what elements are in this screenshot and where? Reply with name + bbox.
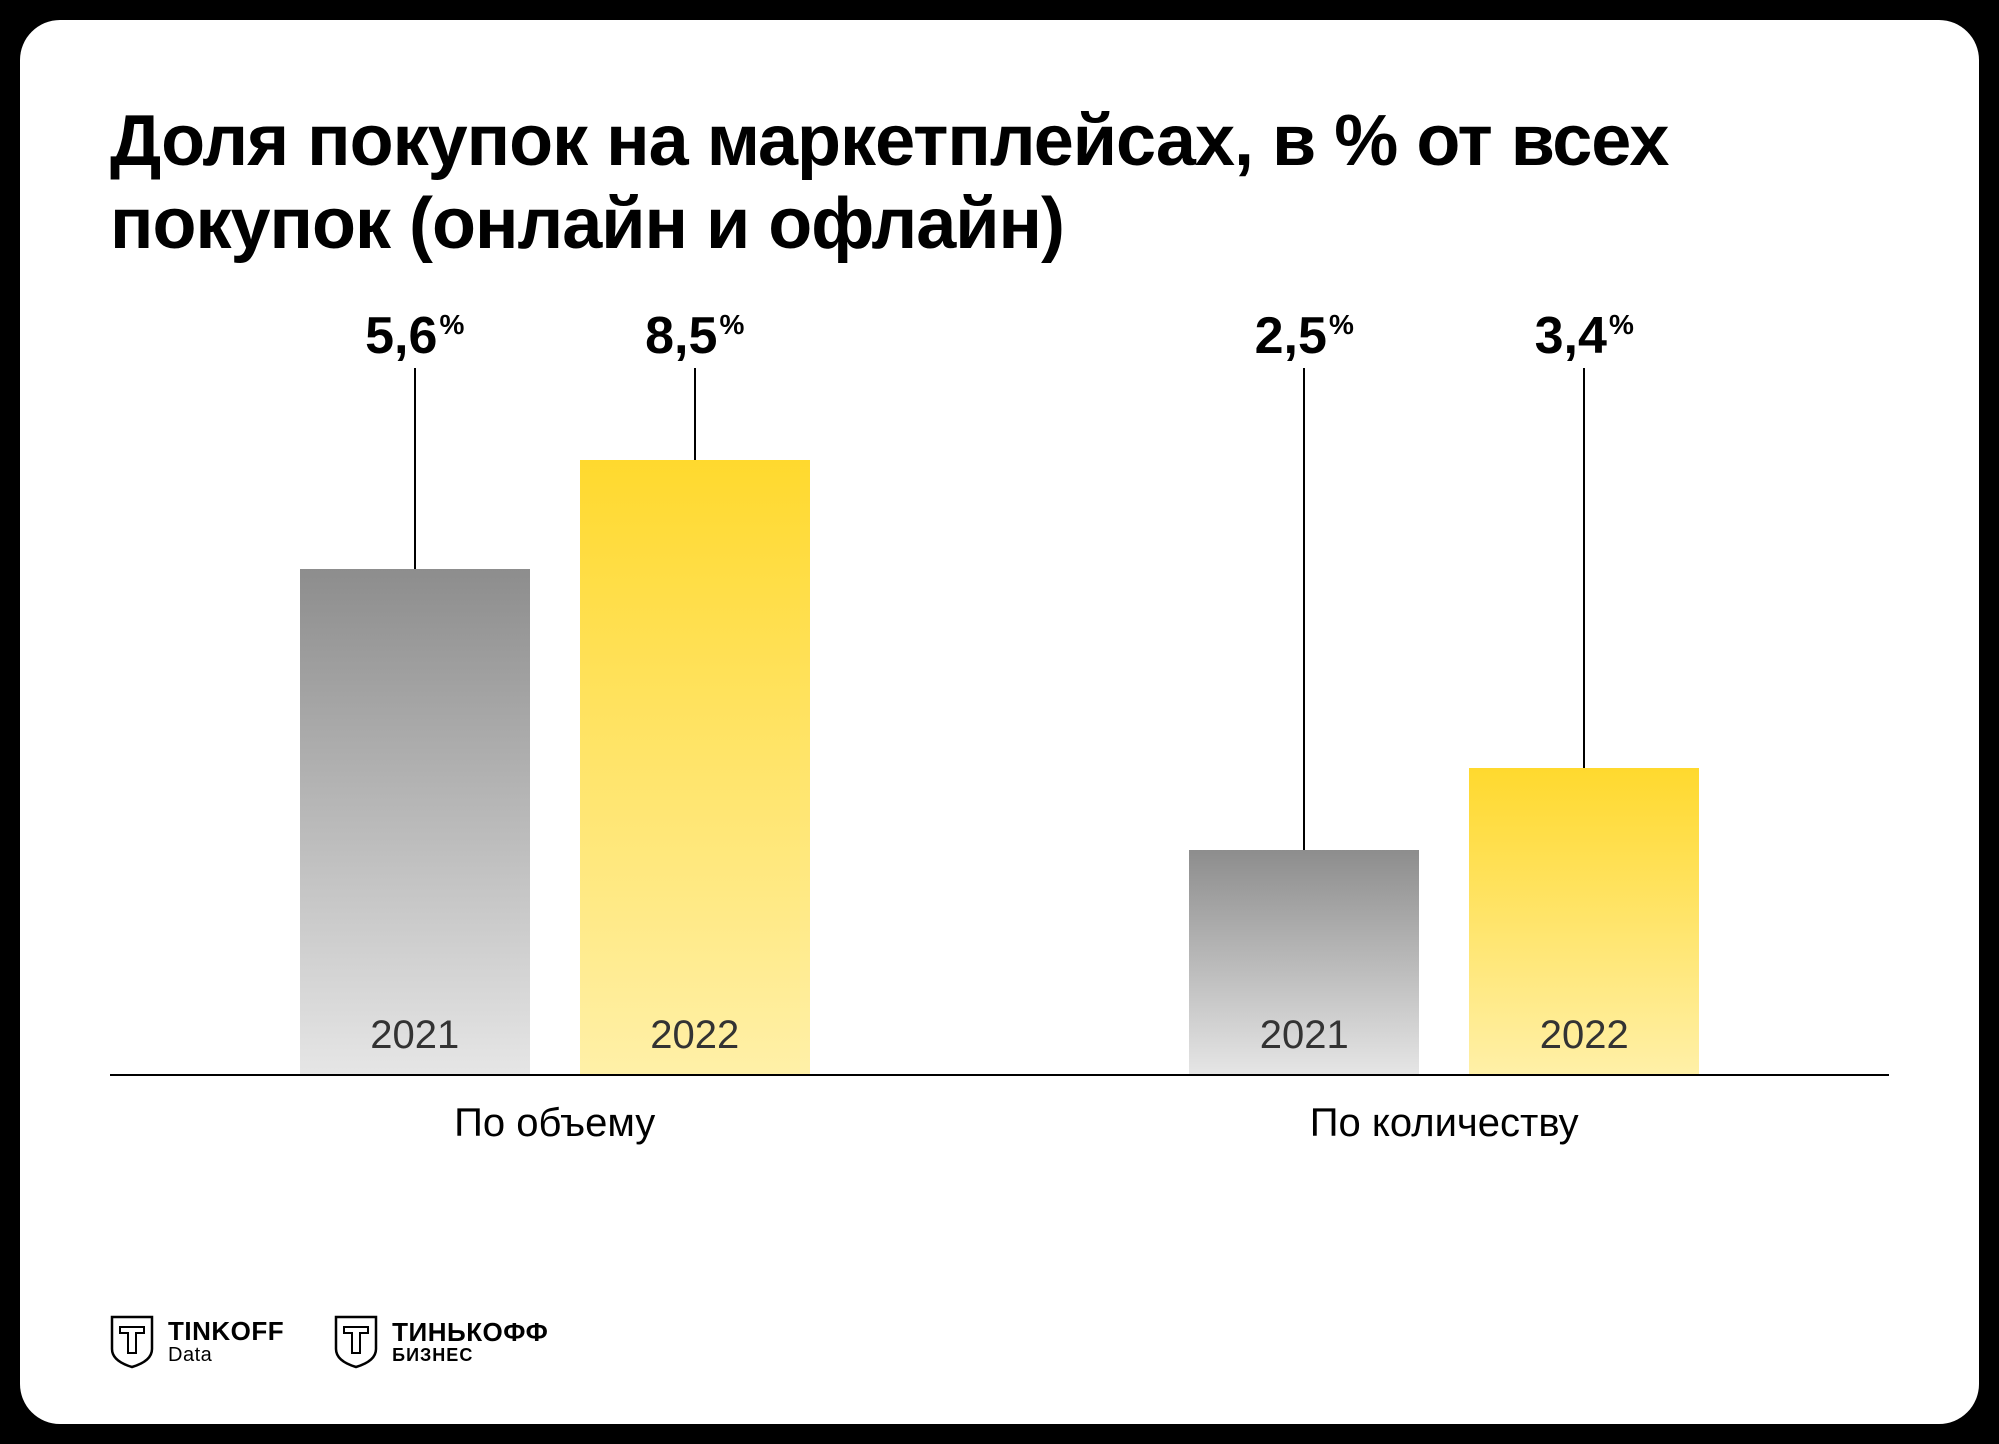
leader-line xyxy=(414,368,416,569)
logo-main: TINKOFF xyxy=(168,1318,284,1345)
leader-line xyxy=(1583,368,1585,768)
leader-line xyxy=(1303,368,1305,850)
bar-group: 5,6%20218,5%2022По объему xyxy=(110,306,1000,1076)
bar-year-label: 2021 xyxy=(1260,1013,1349,1076)
chart-area: 5,6% 2021 8,5% 2022 По объему 2,5% 2021 3,4% 202… xyxy=(110,306,1889,1166)
shield-icon xyxy=(110,1315,154,1369)
bar: 2021 xyxy=(1189,850,1419,1076)
bar-wrap: 8,5% 2022 xyxy=(580,306,810,1076)
bar-value: 8,5% xyxy=(645,306,744,366)
logo-sub: БИЗНЕС xyxy=(392,1346,548,1365)
bar-groups: 5,6%20218,5%2022По объему2,5%20213,4%202… xyxy=(110,306,1889,1076)
group-label: По объему xyxy=(110,1101,1000,1146)
chart-title: Доля покупок на маркетплейсах, в % от вс… xyxy=(110,100,1889,266)
logo-main: ТИНЬКОФФ xyxy=(392,1319,548,1346)
logo-sub: Data xyxy=(168,1345,284,1366)
footer-logos: TINKOFF Data ТИНЬКОФФ БИЗНЕС xyxy=(110,1315,548,1369)
shield-icon xyxy=(334,1315,378,1369)
bar-wrap: 5,6% 2021 xyxy=(300,306,530,1076)
bar-value: 2,5% xyxy=(1255,306,1354,366)
bar-wrap: 3,4% 2022 xyxy=(1469,306,1699,1076)
bar: 2021 xyxy=(300,569,530,1076)
leader-line xyxy=(694,368,696,460)
bar-year-label: 2021 xyxy=(370,1013,459,1076)
logo-text: TINKOFF Data xyxy=(168,1318,284,1366)
baseline xyxy=(110,1074,1889,1076)
bar: 2022 xyxy=(1469,768,1699,1076)
bar-value: 5,6% xyxy=(365,306,464,366)
logo-tinkoff-business: ТИНЬКОФФ БИЗНЕС xyxy=(334,1315,548,1369)
bar-group: 2,5%20213,4%2022По количеству xyxy=(1000,306,1890,1076)
bar-value: 3,4% xyxy=(1535,306,1634,366)
bar-year-label: 2022 xyxy=(650,1013,739,1076)
bar-year-label: 2022 xyxy=(1540,1013,1629,1076)
chart-card: Доля покупок на маркетплейсах, в % от вс… xyxy=(20,20,1979,1424)
logo-tinkoff-data: TINKOFF Data xyxy=(110,1315,284,1369)
bar: 2022 xyxy=(580,460,810,1076)
logo-text: ТИНЬКОФФ БИЗНЕС xyxy=(392,1319,548,1365)
group-label: По количеству xyxy=(1000,1101,1890,1146)
bar-wrap: 2,5% 2021 xyxy=(1189,306,1419,1076)
